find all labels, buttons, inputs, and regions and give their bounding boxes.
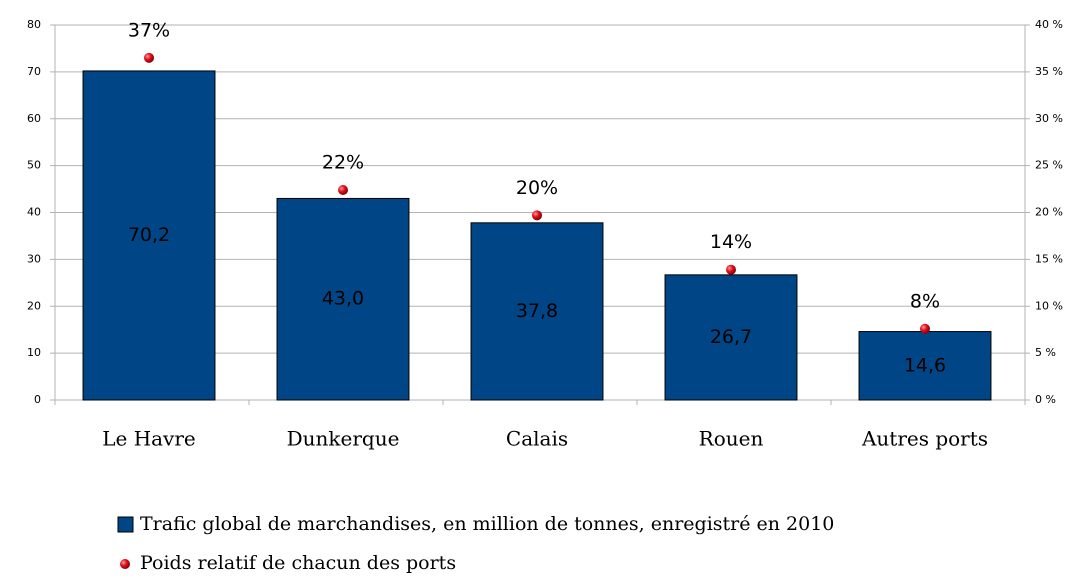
x-tick-label: Le Havre <box>102 427 196 451</box>
bar-value-label: 70,2 <box>128 224 170 246</box>
legend-label: Poids relatif de chacun des ports <box>140 552 456 574</box>
bar-value-label: 37,8 <box>516 300 558 322</box>
share-label: 22% <box>322 152 364 174</box>
bar <box>470 222 604 401</box>
y-tick-label: 80 <box>27 18 41 31</box>
bar-value-label: 26,7 <box>710 326 752 348</box>
share-dot <box>338 185 348 195</box>
y-tick-label: 30 <box>27 252 41 265</box>
x-tick-label: Rouen <box>699 427 764 451</box>
y2-tick-label: 15 % <box>1035 252 1063 265</box>
x-tick-label: Autres ports <box>861 427 988 451</box>
legend-swatch <box>117 516 134 533</box>
legend-label: Trafic global de marchandises, en millio… <box>140 513 834 535</box>
x-tick-label: Calais <box>506 427 568 451</box>
y2-tick-label: 0 % <box>1035 393 1056 406</box>
share-dot <box>726 264 736 275</box>
y-tick-label: 0 <box>34 393 41 406</box>
share-dot <box>532 210 542 221</box>
bar-value-label: 14,6 <box>904 354 946 376</box>
share-dot <box>920 323 930 334</box>
y2-tick-label: 35 % <box>1035 65 1063 78</box>
share-label: 8% <box>910 290 940 312</box>
y-tick-label: 50 <box>27 159 41 172</box>
y2-tick-label: 30 % <box>1035 112 1063 125</box>
bar-value-label: 43,0 <box>322 288 364 310</box>
y-tick-label: 10 <box>27 346 41 359</box>
bar <box>858 331 992 401</box>
bar <box>82 70 216 401</box>
legend-dot <box>120 559 130 569</box>
y-tick-label: 70 <box>27 65 41 78</box>
share-dot <box>144 52 154 63</box>
y2-tick-label: 20 % <box>1035 206 1063 219</box>
y2-tick-label: 25 % <box>1035 159 1063 172</box>
share-label: 37% <box>128 19 170 41</box>
y-tick-label: 60 <box>27 112 41 125</box>
y-tick-label: 20 <box>27 299 41 312</box>
x-tick-label: Dunkerque <box>287 427 400 451</box>
bar <box>664 274 798 401</box>
y-tick-label: 40 <box>27 206 41 219</box>
share-label: 14% <box>710 231 752 253</box>
y2-tick-label: 10 % <box>1035 299 1063 312</box>
bar <box>276 197 410 401</box>
y2-tick-label: 5 % <box>1035 346 1056 359</box>
share-label: 20% <box>516 177 558 199</box>
y2-tick-label: 40 % <box>1035 18 1063 31</box>
